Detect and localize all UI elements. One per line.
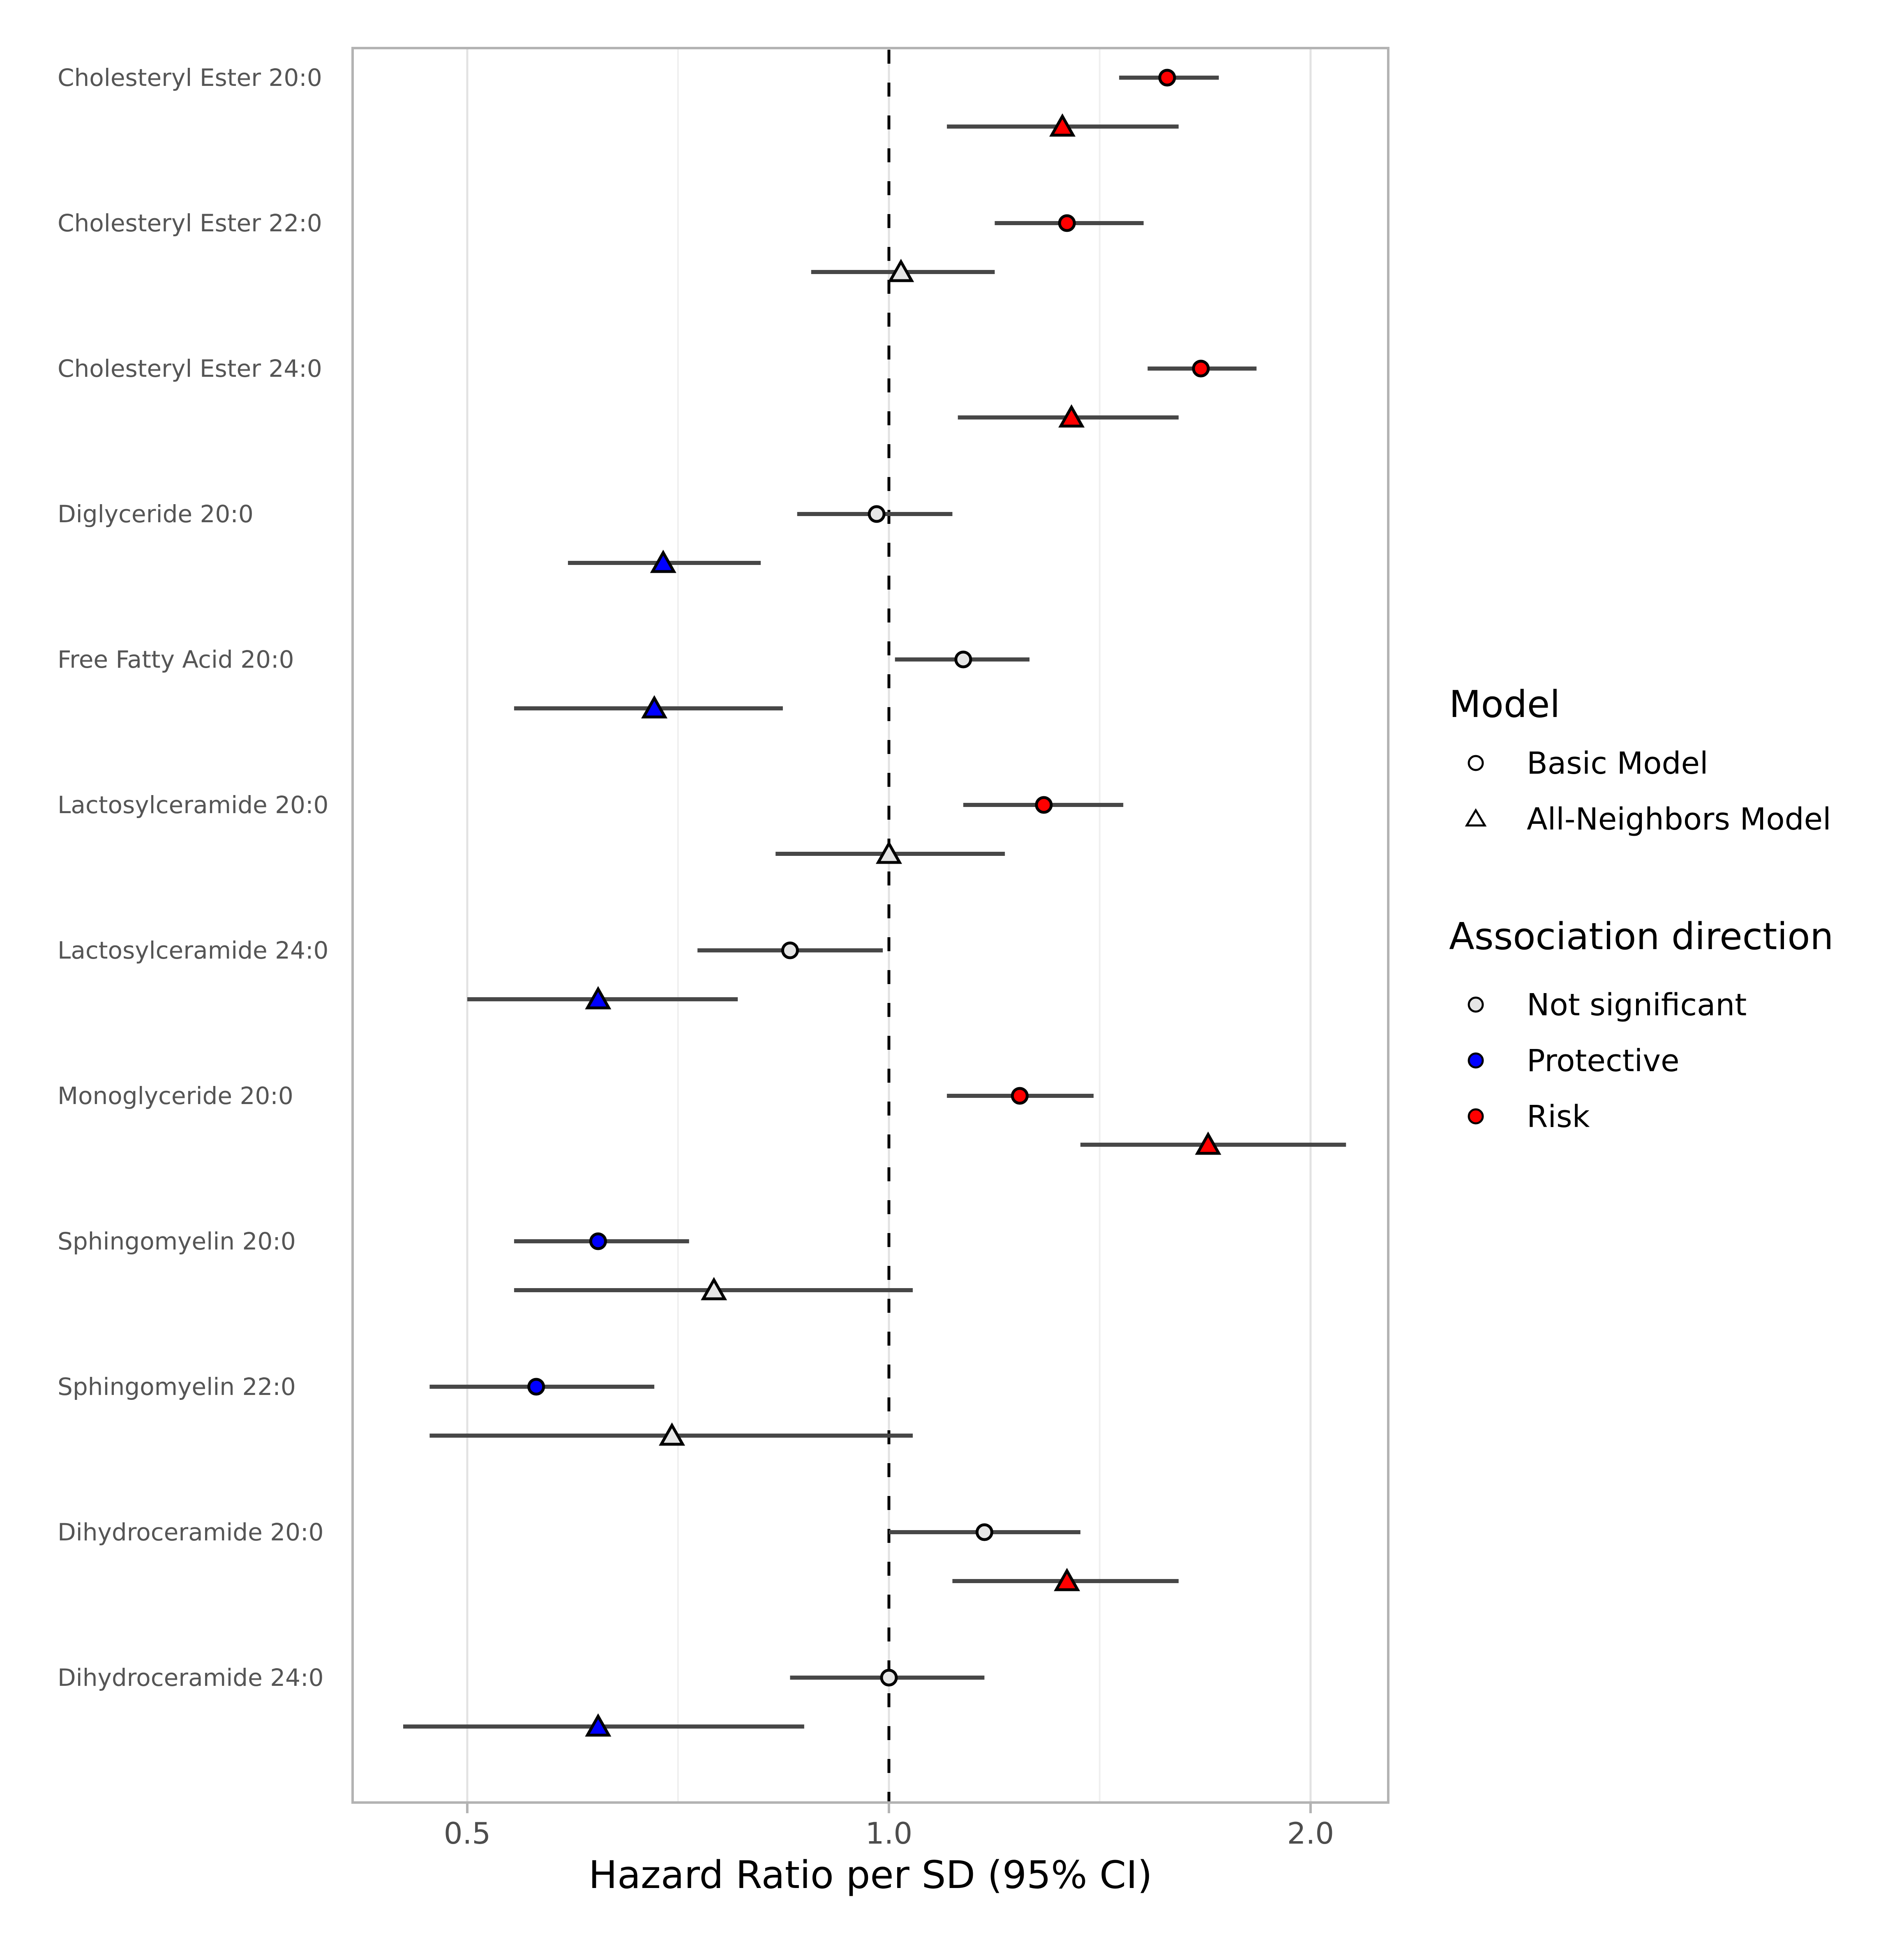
legend-item-not-significant: Not significant [1527, 987, 1747, 1023]
legend-title-association-direction: Association direction [1449, 915, 1833, 958]
legend-item-risk: Risk [1527, 1099, 1590, 1134]
marker-all_neighbors-sphingomyelin-20-0 [701, 1277, 727, 1300]
category-label-cholesteryl-ester-22-0: Cholesteryl Ester 22:0 [58, 209, 322, 237]
legend-item-basic-model: Basic Model [1527, 746, 1708, 781]
category-label-sphingomyelin-20-0: Sphingomyelin 20:0 [58, 1227, 296, 1255]
x-tick-label-0.5: 0.5 [444, 1816, 491, 1851]
marker-basic-diglyceride-20-0 [868, 505, 886, 523]
legend-color-glyph-risk [1468, 1108, 1484, 1125]
marker-all_neighbors-cholesteryl-ester-24-0 [1058, 404, 1085, 428]
legend-title-model: Model [1449, 683, 1560, 726]
marker-basic-cholesteryl-ester-20-0 [1158, 69, 1176, 87]
marker-basic-sphingomyelin-22-0 [527, 1378, 545, 1396]
marker-all_neighbors-diglyceride-20-0 [650, 549, 676, 573]
category-label-cholesteryl-ester-24-0: Cholesteryl Ester 24:0 [58, 355, 322, 383]
marker-basic-dihydroceramide-24-0 [880, 1669, 898, 1687]
x-axis-title: Hazard Ratio per SD (95% CI) [589, 1853, 1152, 1897]
marker-basic-sphingomyelin-20-0 [589, 1232, 607, 1250]
x-tick-label-1.0: 1.0 [865, 1816, 913, 1851]
category-label-sphingomyelin-22-0: Sphingomyelin 22:0 [58, 1373, 296, 1401]
marker-basic-lactosylceramide-24-0 [781, 941, 799, 959]
panel-border [351, 47, 1389, 1804]
legend-item-all-neighbors-model: All-Neighbors Model [1527, 802, 1831, 837]
marker-all_neighbors-cholesteryl-ester-20-0 [1049, 113, 1076, 137]
marker-all_neighbors-free-fatty-acid-20-0 [641, 695, 668, 719]
legend-color-glyph-protective [1468, 1052, 1484, 1069]
category-label-lactosylceramide-24-0: Lactosylceramide 24:0 [58, 936, 328, 964]
marker-all_neighbors-cholesteryl-ester-22-0 [888, 258, 914, 282]
marker-all_neighbors-dihydroceramide-20-0 [1054, 1568, 1080, 1591]
legend-triangle-glyph [1465, 808, 1487, 827]
marker-basic-free-fatty-acid-20-0 [954, 650, 972, 669]
marker-basic-lactosylceramide-20-0 [1035, 796, 1053, 814]
category-label-dihydroceramide-20-0: Dihydroceramide 20:0 [58, 1518, 324, 1546]
marker-basic-cholesteryl-ester-22-0 [1058, 214, 1076, 232]
marker-basic-monoglyceride-20-0 [1011, 1087, 1029, 1105]
marker-all_neighbors-lactosylceramide-24-0 [585, 986, 612, 1010]
marker-all_neighbors-dihydroceramide-24-0 [585, 1713, 612, 1737]
marker-all_neighbors-lactosylceramide-20-0 [876, 840, 902, 864]
marker-all_neighbors-sphingomyelin-22-0 [659, 1422, 685, 1446]
category-label-lactosylceramide-20-0: Lactosylceramide 20:0 [58, 791, 328, 819]
marker-basic-dihydroceramide-20-0 [975, 1523, 993, 1541]
marker-basic-cholesteryl-ester-24-0 [1192, 360, 1210, 378]
legend-color-glyph-not-significant [1468, 996, 1484, 1013]
legend-item-protective: Protective [1527, 1043, 1680, 1079]
legend-circle-glyph [1468, 755, 1484, 771]
category-label-monoglyceride-20-0: Monoglyceride 20:0 [58, 1082, 293, 1110]
category-label-free-fatty-acid-20-0: Free Fatty Acid 20:0 [58, 645, 294, 673]
plot-panel [353, 48, 1388, 1803]
category-label-diglyceride-20-0: Diglyceride 20:0 [58, 500, 254, 528]
x-tick-label-2.0: 2.0 [1287, 1816, 1334, 1851]
category-label-cholesteryl-ester-20-0: Cholesteryl Ester 20:0 [58, 64, 322, 92]
marker-all_neighbors-monoglyceride-20-0 [1195, 1131, 1221, 1155]
category-label-dihydroceramide-24-0: Dihydroceramide 24:0 [58, 1664, 324, 1692]
